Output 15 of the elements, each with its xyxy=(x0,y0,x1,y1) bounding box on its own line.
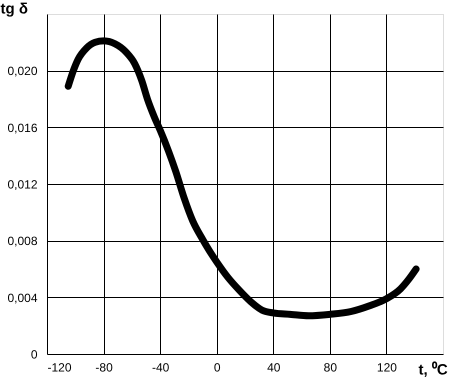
y-tick-label: 0 xyxy=(30,348,38,362)
y-tick-label: 0,020 xyxy=(7,64,38,78)
x-tick-label: -40 xyxy=(152,360,170,374)
y-tick-label: 0,016 xyxy=(7,120,38,135)
y-tick-label: 0,004 xyxy=(7,290,38,305)
y-axis-title: tg δ xyxy=(0,0,28,18)
x-tick-label: 120 xyxy=(376,360,398,374)
y-tick-label: 0,012 xyxy=(7,178,38,192)
x-tick-label: -120 xyxy=(48,360,72,374)
x-tick-label: 0 xyxy=(214,360,221,374)
y-tick-label: 0,008 xyxy=(7,234,38,248)
x-tick-label: -80 xyxy=(95,360,114,374)
x-tick-label: 80 xyxy=(324,360,338,374)
x-tick-label: 40 xyxy=(267,360,281,374)
x-axis-title: t, ⁰C xyxy=(418,360,448,378)
